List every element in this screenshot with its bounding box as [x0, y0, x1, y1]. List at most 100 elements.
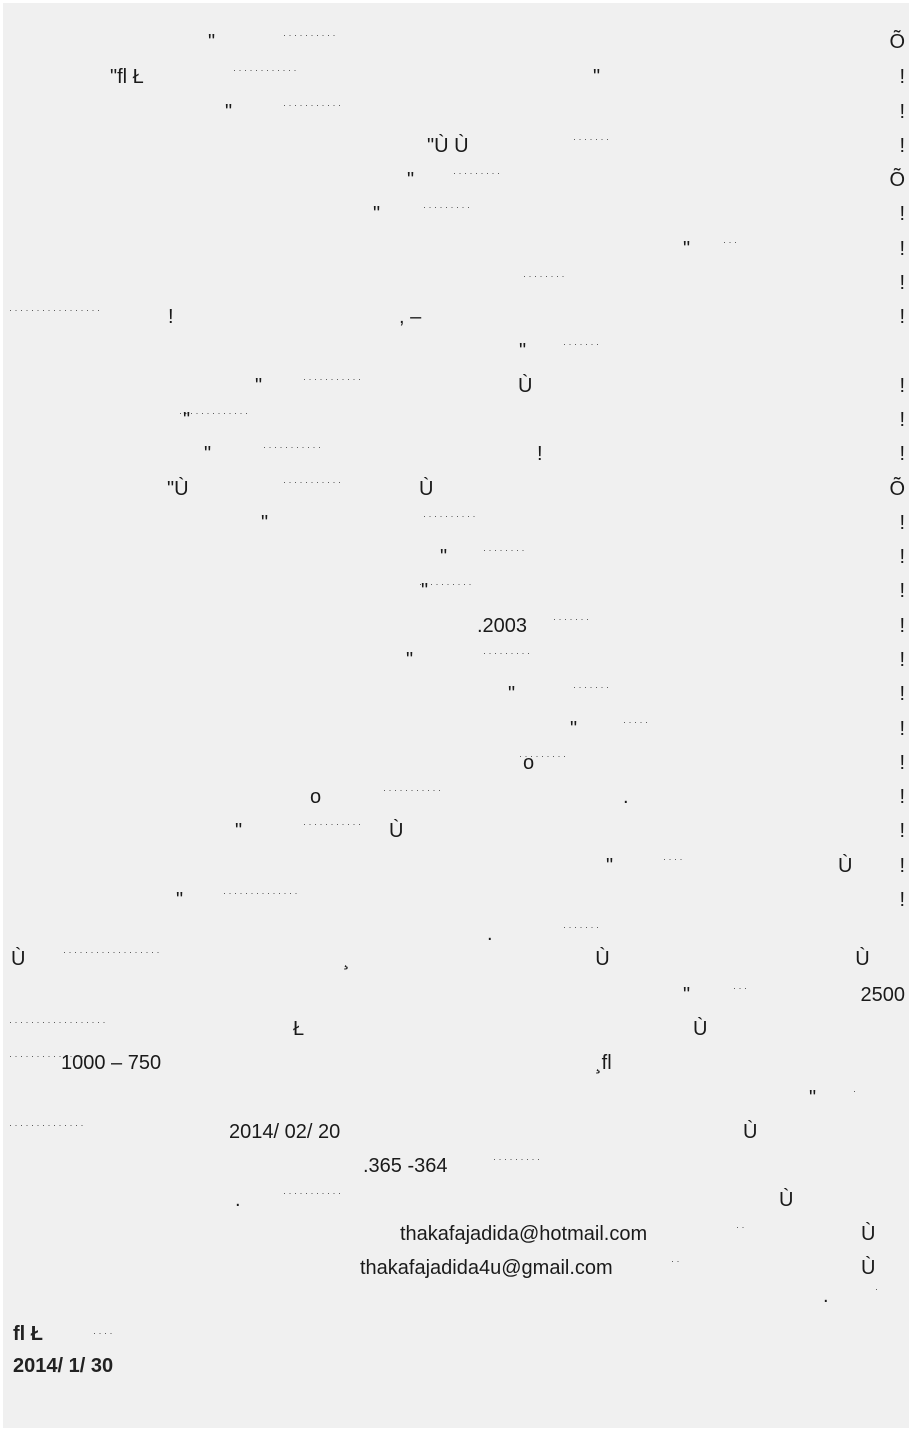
line-end-mark: ! — [899, 306, 905, 328]
text-line: · · · · · · · · · " Õ — [3, 163, 909, 197]
line-text: ! — [168, 306, 174, 328]
line-end-mark: ! — [899, 889, 905, 911]
line-text: " — [255, 375, 263, 397]
text-line: · · · · · · · · · " ! — [3, 197, 909, 231]
line-end-mark: ! — [899, 443, 905, 465]
line-end-mark: Õ — [889, 31, 905, 53]
line-end-mark: ! — [899, 66, 905, 88]
line-end-mark: ! — [899, 820, 905, 842]
text-line: · · · · · · · .2003 ! — [3, 609, 909, 643]
email-line: thakafajadida@hotmail.com — [400, 1223, 648, 1245]
line-end-mark: ! — [899, 855, 905, 877]
line-end-mark: ! — [899, 512, 905, 534]
line-end-mark: ! — [899, 718, 905, 740]
document-page: · · · · · · · · · · " Õ · · · · · · · — [3, 3, 909, 1428]
line-end-mark: ! — [899, 649, 905, 671]
text-line: · · · · · · · · · · " Õ — [3, 25, 909, 59]
text-line: · · · · · · · · · · · o . ! — [3, 780, 909, 814]
line-text: " — [683, 238, 691, 260]
text-line: · · · " 2500 — [3, 978, 909, 1012]
line-text: .365 -364 — [363, 1155, 448, 1177]
line-text: Ù — [11, 948, 26, 970]
line-text-middle: . — [487, 923, 493, 945]
text-line: · · · · · · · · · · · "Ù Ù Õ — [3, 472, 909, 506]
line-text: " — [208, 31, 216, 53]
email-line: thakafajadida4u@gmail.com — [360, 1257, 613, 1279]
line-text-middle: Ù — [693, 1018, 708, 1040]
line-text-middle: Ù — [743, 1121, 758, 1143]
signature-name: fl Ł — [13, 1323, 43, 1345]
text-line: · · · · · · · · · · · · "fl Ł " ! — [3, 60, 909, 94]
text-line: · · · · · · · · · o ! — [3, 746, 909, 780]
text-line: . · — [3, 1279, 909, 1313]
text-line: · · · · · · · · ! — [3, 266, 909, 300]
line-text: . — [823, 1285, 829, 1307]
text-line: · · · · · · · · · · · · · · · · · · Ł Ù — [3, 1012, 909, 1046]
line-text: " — [683, 984, 691, 1006]
line-text: o — [310, 786, 322, 808]
text-line: · · · · · · · · · · · · · · 2014/ — [3, 1115, 909, 1149]
line-text: "Ù Ù — [427, 135, 469, 157]
line-text-middle: Ù — [779, 1189, 794, 1211]
text-line: · · thakafajadida@hotmail.com Ù — [3, 1217, 909, 1251]
line-end-mark: ! — [899, 272, 905, 294]
line-text: .2003 — [477, 615, 528, 637]
line-text-middle: ¸ Ù Ù — [343, 948, 870, 970]
line-end-mark: Õ — [889, 169, 905, 191]
text-line: · · · " ! — [3, 232, 909, 266]
line-text-middle: ¸fl — [595, 1052, 612, 1074]
text-line: · · · · · · · "Ù Ù ! — [3, 129, 909, 163]
line-text: " — [235, 820, 243, 842]
line-end-mark: ! — [899, 615, 905, 637]
line-end-mark: ! — [899, 580, 905, 602]
line-text-middle: Ù — [838, 855, 853, 877]
line-end-mark: Õ — [889, 478, 905, 500]
text-line: · · · · " Ù ! — [3, 849, 909, 883]
line-text-middle: , – — [399, 306, 422, 328]
line-end-mark: ! — [899, 752, 905, 774]
line-end-number: 2500 — [860, 984, 906, 1006]
line-text-middle: . — [623, 786, 629, 808]
text-line: · · · · · · · · · · · · · · · · · ! , — [3, 300, 909, 334]
line-text: " — [440, 546, 448, 568]
text-line: · · · · · · · · · · · · · " ! — [3, 403, 909, 437]
text-line: · · · · · · · · · · " ! — [3, 506, 909, 540]
line-text: Ł — [293, 1018, 305, 1040]
line-text: " — [373, 203, 381, 225]
line-text: " — [183, 409, 191, 431]
text-line: · " — [3, 1081, 909, 1115]
line-text-middle: Ù — [518, 375, 533, 397]
line-text: " — [225, 101, 233, 123]
signature-date: 2014/ 1/ 30 — [13, 1355, 114, 1377]
line-end-mark: ! — [899, 375, 905, 397]
text-line: · · thakafajadida4u@gmail.com Ù — [3, 1251, 909, 1285]
line-text-middle: Ù — [389, 820, 404, 842]
line-text-middle: ! — [537, 443, 543, 465]
text-line: · · · · · · · · " ! — [3, 540, 909, 574]
text-line: · · · · · · · · · · " ! — [3, 574, 909, 608]
text-line: · · · · · · · · · · · · · · 1000 – 750 ¸… — [3, 1046, 909, 1080]
line-text: " — [508, 683, 516, 705]
text-line: · · · · · · · " ! — [3, 677, 909, 711]
text-line: · · · · · · · · · · · " ! — [3, 95, 909, 129]
line-text: " — [570, 718, 578, 740]
line-text: " — [261, 512, 269, 534]
line-text: "Ù — [167, 478, 189, 500]
line-text: " — [406, 649, 414, 671]
line-end-mark: ! — [899, 135, 905, 157]
line-end-mark: ! — [899, 786, 905, 808]
line-text: . — [235, 1189, 241, 1211]
line-text: " — [407, 169, 415, 191]
text-line: · · · · · · · · · · · " ! ! — [3, 437, 909, 471]
line-text-middle: Ù — [861, 1257, 876, 1279]
line-text: 2014/ 02/ 20 — [229, 1121, 341, 1143]
text-line: · · · · · · · · · · · · · · · · · · Ù ¸ … — [3, 942, 909, 976]
text-line: · · · · · " ! — [3, 712, 909, 746]
line-text: 1000 – 750 — [61, 1052, 162, 1074]
line-text: " — [519, 340, 527, 362]
line-text: " — [421, 580, 429, 602]
line-text-middle: Ù — [861, 1223, 876, 1245]
line-text: " — [809, 1087, 817, 1109]
line-end-mark: ! — [899, 101, 905, 123]
text-line: · · · · · · · " — [3, 334, 909, 368]
